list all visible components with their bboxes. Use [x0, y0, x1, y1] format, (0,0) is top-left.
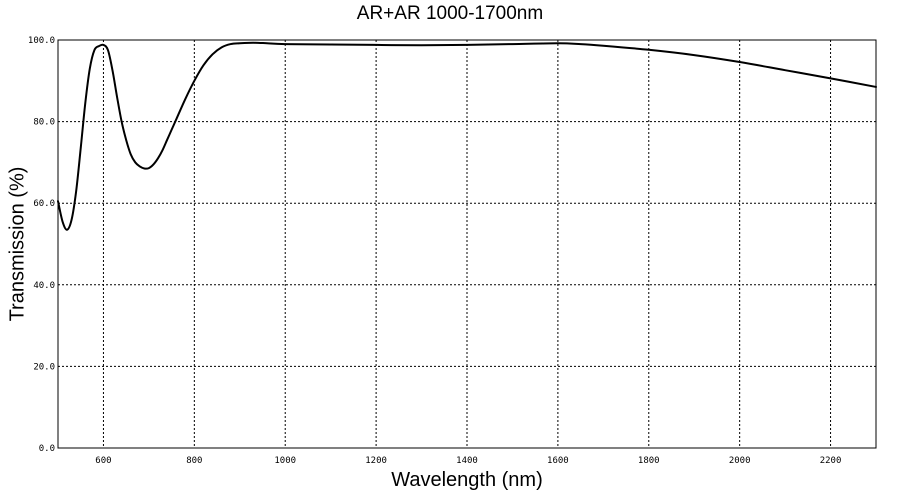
x-tick-label: 1000 [274, 456, 296, 466]
plot-area-frame [57, 39, 877, 449]
y-tick-label: 60.0 [33, 199, 55, 209]
x-tick-label: 2000 [729, 456, 751, 466]
x-axis-label: Wavelength (nm) [391, 469, 543, 491]
x-tick-label: 1800 [638, 456, 660, 466]
y-tick-label: 100.0 [28, 36, 55, 46]
x-tick-label: 1400 [456, 456, 478, 466]
x-tick-label: 800 [186, 456, 202, 466]
grid-lines [58, 40, 876, 448]
x-tick-label: 600 [95, 456, 111, 466]
y-tick-label: 0.0 [39, 444, 55, 454]
y-tick-label: 40.0 [33, 281, 55, 291]
x-tick-label: 1200 [365, 456, 387, 466]
x-tick-label: 2200 [820, 456, 842, 466]
y-tick-label: 80.0 [33, 118, 55, 128]
x-tick-label: 1600 [547, 456, 569, 466]
y-axis-label: Transmission (%) [6, 166, 29, 322]
tick-labels: 600 800 1000 1200 1400 1600 1800 2000 2200 0.0 20.… [28, 36, 841, 466]
y-tick-label: 20.0 [33, 362, 55, 372]
chart-title: AR+AR 1000-1700nm [356, 3, 544, 24]
transmission-curve [57, 41, 877, 231]
